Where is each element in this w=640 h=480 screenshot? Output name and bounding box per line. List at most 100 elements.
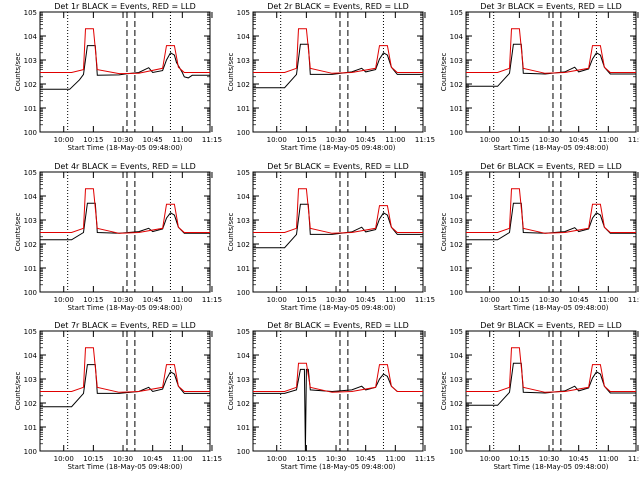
x-axis-label: Start Time (18-May-05 09:48:00) <box>493 144 608 152</box>
y-tick-label: 103 <box>237 376 250 384</box>
series-line-events <box>40 364 210 408</box>
y-axis-label: Counts/sec <box>227 372 235 411</box>
y-tick-label: 105 <box>237 328 250 336</box>
x-tick-label: 10:45 <box>569 136 589 144</box>
panel-title: Det 1r BLACK = Events, RED = LLD <box>54 2 196 11</box>
y-tick-label: 101 <box>24 105 37 113</box>
y-tick-label: 103 <box>24 376 37 384</box>
x-axis-label: Start Time (18-May-05 09:48:00) <box>280 144 395 152</box>
x-tick-label: 10:15 <box>509 296 529 304</box>
x-axis-label: Start Time (18-May-05 09:48:00) <box>280 463 395 471</box>
series-line-events <box>466 43 636 87</box>
y-tick-label: 104 <box>450 193 464 201</box>
y-tick-label: 105 <box>237 9 250 17</box>
x-tick-label: 10:00 <box>480 296 500 304</box>
x-tick-label: 10:30 <box>326 455 346 463</box>
y-tick-label: 100 <box>450 289 463 297</box>
x-tick-label: 10:00 <box>267 296 287 304</box>
panel-title: Det 4r BLACK = Events, RED = LLD <box>54 162 196 171</box>
y-axis-label: Counts/sec <box>440 372 448 411</box>
x-tick-label: 11:15 <box>415 136 435 144</box>
y-tick-label: 105 <box>450 169 463 177</box>
x-tick-label: 11:00 <box>385 455 405 463</box>
x-tick-label: 10:00 <box>54 455 74 463</box>
x-tick-label: 11:15 <box>415 455 435 463</box>
y-tick-label: 102 <box>237 81 250 89</box>
x-tick-label: 10:45 <box>356 455 376 463</box>
y-tick-label: 100 <box>450 448 463 456</box>
y-tick-label: 102 <box>450 241 463 249</box>
y-tick-label: 100 <box>237 448 250 456</box>
x-tick-label: 10:45 <box>143 296 163 304</box>
y-tick-label: 101 <box>237 424 250 432</box>
y-axis-label: Counts/sec <box>440 213 448 252</box>
y-tick-label: 101 <box>24 265 37 273</box>
series-line-lld <box>466 188 636 234</box>
x-tick-label: 11:00 <box>598 455 618 463</box>
y-tick-label: 104 <box>24 33 38 41</box>
x-tick-label: 10:45 <box>356 136 376 144</box>
x-tick-label: 10:15 <box>509 455 529 463</box>
x-tick-label: 11:00 <box>385 136 405 144</box>
y-tick-label: 103 <box>450 376 463 384</box>
y-tick-label: 101 <box>237 265 250 273</box>
panel-det-6: 100 101 102 103 104 105 10:00 10:15 10:30 10:45 11… <box>440 162 640 312</box>
x-tick-label: 10:15 <box>509 136 529 144</box>
x-tick-label: 10:30 <box>113 136 133 144</box>
panel-det-2: 100 101 102 103 104 105 10:00 10:15 10:30 10:45 11… <box>227 2 435 152</box>
x-tick-label: 10:30 <box>113 455 133 463</box>
y-tick-label: 102 <box>24 241 37 249</box>
panel-title: Det 9r BLACK = Events, RED = LLD <box>480 321 622 330</box>
panel-title: Det 2r BLACK = Events, RED = LLD <box>267 2 409 11</box>
y-tick-label: 101 <box>450 265 463 273</box>
panel-title: Det 6r BLACK = Events, RED = LLD <box>480 162 622 171</box>
x-tick-label: 11:00 <box>385 296 405 304</box>
panel-det-1: 100 101 102 103 104 105 10:00 10:15 10:30 10:45 11… <box>14 2 222 152</box>
x-tick-label: 10:00 <box>54 136 74 144</box>
series-line-lld <box>466 28 636 74</box>
panel-det-4: 100 101 102 103 104 105 10:00 10:15 10:30 10:45 11… <box>14 162 222 312</box>
series-line-events <box>466 202 636 241</box>
y-tick-label: 105 <box>24 169 37 177</box>
y-tick-label: 103 <box>450 217 463 225</box>
y-tick-label: 100 <box>237 129 250 137</box>
y-tick-label: 102 <box>24 81 37 89</box>
x-tick-label: 10:15 <box>296 136 316 144</box>
x-tick-label: 10:00 <box>54 296 74 304</box>
x-tick-label: 11:15 <box>628 136 640 144</box>
panel-title: Det 3r BLACK = Events, RED = LLD <box>480 2 622 11</box>
y-tick-label: 105 <box>450 328 463 336</box>
panel-title: Det 5r BLACK = Events, RED = LLD <box>267 162 409 171</box>
panel-det-7: 100 101 102 103 104 105 10:00 10:15 10:30 10:45 11… <box>14 321 222 471</box>
y-tick-label: 104 <box>237 33 251 41</box>
series-line-lld <box>40 28 210 75</box>
y-tick-label: 101 <box>450 105 463 113</box>
x-axis-label: Start Time (18-May-05 09:48:00) <box>67 304 182 312</box>
x-tick-label: 10:30 <box>539 455 559 463</box>
x-axis-label: Start Time (18-May-05 09:48:00) <box>67 144 182 152</box>
y-axis-label: Counts/sec <box>227 213 235 252</box>
y-tick-label: 101 <box>450 424 463 432</box>
series-line-events <box>466 362 636 406</box>
series-line-lld <box>40 188 210 234</box>
y-tick-label: 100 <box>24 129 37 137</box>
y-axis-label: Counts/sec <box>14 372 22 411</box>
x-tick-label: 10:30 <box>539 296 559 304</box>
y-tick-label: 100 <box>24 289 37 297</box>
x-tick-label: 10:45 <box>143 455 163 463</box>
y-tick-label: 102 <box>237 241 250 249</box>
y-tick-label: 102 <box>450 81 463 89</box>
x-tick-label: 10:00 <box>267 455 287 463</box>
x-tick-label: 10:15 <box>83 296 103 304</box>
series-line-events <box>253 43 423 89</box>
series-line-lld <box>253 362 423 393</box>
x-tick-label: 11:00 <box>172 296 192 304</box>
y-tick-label: 105 <box>24 328 37 336</box>
x-tick-label: 11:00 <box>172 136 192 144</box>
x-tick-label: 11:00 <box>172 455 192 463</box>
x-tick-label: 11:15 <box>628 296 640 304</box>
series-line-lld <box>40 347 210 393</box>
y-tick-label: 105 <box>237 169 250 177</box>
x-tick-label: 10:00 <box>480 136 500 144</box>
